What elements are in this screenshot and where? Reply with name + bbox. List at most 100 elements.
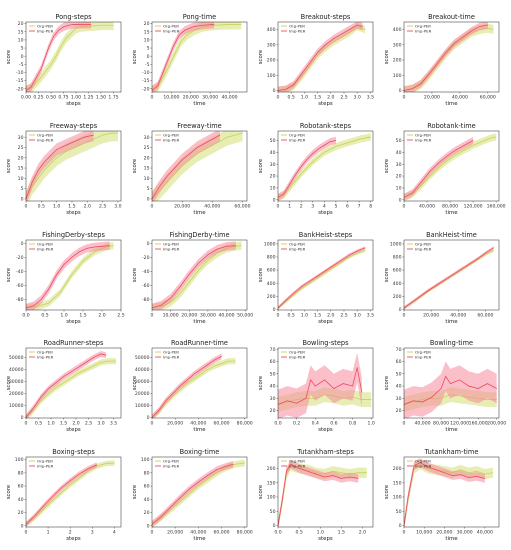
y-tick-label: 50: [270, 138, 276, 144]
x-tick-label: 2.0: [359, 530, 366, 536]
data-point-org-per: [52, 500, 53, 501]
data-point-imp-per: [333, 265, 334, 266]
y-axis-label: score: [258, 484, 264, 499]
y-axis-label: score: [258, 49, 264, 64]
band-org-per: [152, 22, 242, 92]
data-point-org-per: [108, 360, 109, 362]
plot-data: [26, 131, 119, 201]
data-point-imp-per: [90, 24, 92, 25]
legend-label-imp-per: Imp-PER: [37, 246, 54, 251]
data-point-imp-per: [462, 36, 464, 38]
x-axis-label: steps: [318, 536, 333, 542]
data-point-imp-per: [356, 24, 358, 26]
plot-title: Bowling-steps: [302, 339, 349, 347]
data-point-org-per: [229, 24, 230, 25]
x-axis-label: steps: [66, 101, 81, 107]
y-tick-label: 150: [393, 480, 402, 486]
data-point-imp-per: [361, 391, 363, 393]
data-point-org-per: [197, 485, 199, 487]
data-point-org-per: [464, 149, 465, 151]
plot-fishingderby-steps: FishingDerby-steps 0.0 0.5 1.0 1.5 2.0 2.5 -80 -…: [6, 231, 125, 325]
data-point-imp-per: [178, 34, 180, 36]
y-tick-label: -40: [16, 269, 24, 275]
y-tick-label: 10: [18, 176, 24, 182]
data-point-org-per: [40, 400, 42, 401]
y-tick-label: 5: [147, 46, 150, 52]
y-tick-label: 100: [267, 73, 276, 79]
y-tick-label: -20: [16, 86, 24, 92]
x-tick-label: 8: [369, 204, 372, 210]
data-point-org-per: [325, 272, 326, 274]
y-tick-label: 70: [270, 347, 276, 353]
plot-data: [152, 131, 243, 201]
plot-data: [278, 246, 366, 310]
plot-roadrunner-time: RoadRunner-time 0 20,000 40,000 60,000 80,000…: [132, 339, 253, 433]
data-point-imp-per: [332, 475, 334, 476]
y-tick-label: 50000: [135, 355, 150, 361]
plot-title: Tutankham-time: [424, 448, 479, 456]
data-point-imp-per: [40, 299, 42, 300]
data-point-imp-per: [193, 373, 195, 375]
x-axis-label: time: [193, 427, 206, 433]
legend-label-imp-per: Imp-PER: [289, 137, 306, 142]
data-point-imp-per: [56, 274, 57, 276]
x-tick-label: 0: [151, 421, 154, 427]
plot-frame: [403, 456, 500, 528]
plot-title: FishingDerby-steps: [42, 231, 105, 239]
y-tick-label: 25: [18, 145, 24, 151]
data-point-imp-per: [48, 388, 49, 390]
y-tick-label: -80: [16, 297, 24, 303]
data-point-imp-per: [31, 182, 33, 183]
data-point-imp-per: [301, 286, 303, 287]
data-point-imp-per: [477, 388, 479, 389]
legend-label-imp-per: Imp-PER: [289, 246, 306, 251]
plot-data: [26, 241, 114, 310]
data-point-imp-per: [411, 301, 413, 303]
plot-data: [152, 241, 242, 310]
data-point-imp-per: [407, 496, 409, 498]
data-point-imp-per: [449, 383, 451, 384]
band-imp-per: [278, 136, 336, 201]
series-line-org-per: [278, 26, 366, 91]
band-imp-per: [152, 353, 222, 418]
plot-pong-time: Pong-time 0 10,000 20,000 30,000 40,000 -20 -15…: [132, 13, 248, 107]
y-tick-label: 40: [18, 497, 24, 503]
series-line-imp-per: [26, 134, 94, 200]
data-point-org-per: [242, 132, 243, 134]
y-axis-label: score: [6, 158, 12, 173]
data-point-imp-per: [309, 280, 311, 282]
band-imp-per: [26, 350, 106, 418]
y-tick-label: 0: [399, 88, 402, 94]
plot-frame: [25, 130, 122, 202]
data-point-imp-per: [37, 169, 39, 171]
data-point-org-per: [348, 256, 350, 258]
x-tick-label: 1: [288, 204, 291, 210]
data-point-imp-per: [453, 42, 455, 44]
data-point-imp-per: [34, 515, 36, 517]
series-line-org-per: [404, 27, 494, 91]
data-point-org-per: [370, 399, 372, 400]
plot-title: Robotank-steps: [300, 122, 352, 130]
data-point-org-per: [487, 399, 488, 400]
legend-label-org-per: Org-PER: [289, 23, 305, 28]
data-point-imp-per: [301, 73, 303, 75]
data-point-imp-per: [214, 359, 215, 361]
data-point-imp-per: [306, 159, 308, 160]
data-point-imp-per: [165, 65, 166, 67]
data-point-org-per: [188, 493, 190, 495]
data-point-org-per: [301, 288, 303, 289]
data-point-imp-per: [179, 497, 181, 499]
y-tick-label: 30000: [9, 379, 24, 385]
y-tick-label: 20: [18, 510, 24, 516]
legend-label-imp-per: Imp-PER: [163, 246, 180, 251]
data-point-org-per: [50, 63, 52, 65]
data-point-imp-per: [216, 248, 218, 250]
data-point-imp-per: [73, 24, 74, 25]
plot-title: Breakout-time: [428, 13, 475, 21]
data-point-imp-per: [226, 245, 227, 247]
x-tick-label: 1.5: [338, 530, 345, 536]
data-point-org-per: [429, 175, 431, 177]
plot-frame: [403, 21, 500, 93]
